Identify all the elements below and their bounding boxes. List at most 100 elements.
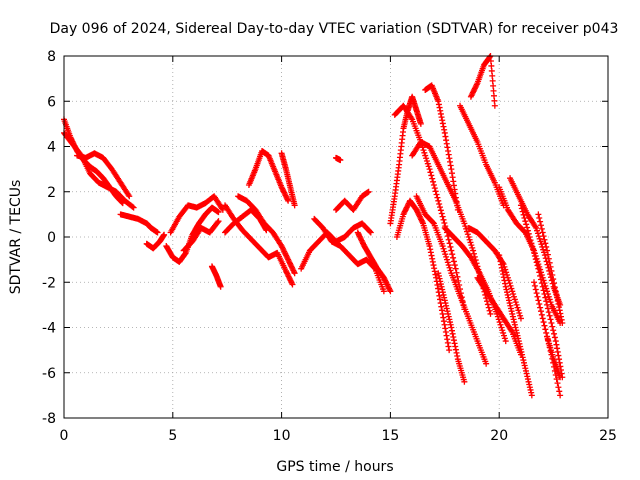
data-point xyxy=(447,267,454,274)
data-point xyxy=(503,269,510,276)
data-point xyxy=(501,277,508,284)
data-point xyxy=(555,384,562,391)
data-point xyxy=(440,314,447,321)
x-tick-label: 20 xyxy=(490,428,508,444)
data-point xyxy=(438,307,445,314)
y-tick-label: -8 xyxy=(42,411,56,427)
data-point xyxy=(452,194,459,201)
data-point xyxy=(555,300,562,307)
data-point xyxy=(443,137,450,144)
data-point xyxy=(445,343,452,350)
data-point xyxy=(437,207,444,214)
data-point xyxy=(531,282,538,289)
data-point xyxy=(451,340,458,347)
data-point xyxy=(452,346,459,353)
data-point xyxy=(447,162,454,169)
data-point xyxy=(538,280,545,287)
data-point xyxy=(547,299,554,306)
data-point xyxy=(518,205,525,212)
x-tick-label: 5 xyxy=(168,428,177,444)
data-point xyxy=(462,223,469,230)
data-point xyxy=(505,297,512,304)
data-point xyxy=(553,341,560,348)
data-point xyxy=(509,313,516,320)
data-point xyxy=(553,376,560,383)
data-point xyxy=(556,388,563,395)
data-series-track-24 xyxy=(413,193,490,367)
data-point xyxy=(504,291,511,298)
data-point xyxy=(425,163,432,170)
data-point xyxy=(450,258,457,265)
data-point xyxy=(430,262,437,269)
data-point xyxy=(452,343,459,350)
data-series-track-15 xyxy=(298,220,374,272)
data-point xyxy=(291,270,298,277)
data-point xyxy=(453,349,460,356)
data-point xyxy=(446,155,453,162)
data-point xyxy=(435,285,442,292)
data-point xyxy=(551,284,558,291)
data-point xyxy=(539,283,546,290)
data-point xyxy=(537,218,544,225)
data-series-track-35 xyxy=(517,202,566,381)
x-tick-label: 0 xyxy=(60,428,69,444)
data-point xyxy=(442,325,449,332)
data-point xyxy=(546,312,553,319)
data-point xyxy=(484,301,491,308)
data-point xyxy=(504,289,511,296)
data-point xyxy=(426,243,433,250)
data-point xyxy=(545,293,552,300)
y-axis-label: SDTVAR / TECUs xyxy=(8,180,24,295)
data-point xyxy=(525,378,532,385)
data-point xyxy=(217,283,224,290)
data-point xyxy=(537,238,544,245)
data-point xyxy=(437,281,444,288)
data-point xyxy=(517,315,524,322)
data-point xyxy=(531,279,538,286)
data-point xyxy=(452,265,459,272)
x-tick-label: 15 xyxy=(381,428,399,444)
data-point xyxy=(521,359,528,366)
data-point xyxy=(424,160,431,167)
data-point xyxy=(423,155,430,162)
data-point xyxy=(551,330,558,337)
data-point xyxy=(434,281,441,288)
data-point xyxy=(154,229,161,236)
data-point xyxy=(337,157,344,164)
data-point xyxy=(497,258,504,265)
data-point xyxy=(436,292,443,299)
data-point xyxy=(524,376,531,383)
data-point xyxy=(428,252,435,259)
data-point xyxy=(522,218,529,225)
data-point xyxy=(542,326,549,333)
data-point xyxy=(513,329,520,336)
data-point xyxy=(423,157,430,164)
data-point xyxy=(446,240,453,247)
data-point xyxy=(450,182,457,189)
data-point xyxy=(521,214,528,221)
data-point xyxy=(455,277,462,284)
grid-lines xyxy=(64,56,608,418)
data-point xyxy=(546,259,553,266)
data-point xyxy=(435,101,442,108)
data-point xyxy=(541,291,548,298)
y-tick-label: 4 xyxy=(47,140,56,156)
data-point xyxy=(451,186,458,193)
data-point xyxy=(552,338,559,345)
data-series-track-02 xyxy=(61,129,137,211)
data-point xyxy=(441,248,448,255)
data-point xyxy=(367,229,374,236)
data-point xyxy=(289,281,296,288)
data-point xyxy=(539,229,546,236)
data-point xyxy=(536,269,543,276)
data-point xyxy=(526,384,533,391)
data-point xyxy=(453,269,460,276)
data-point xyxy=(516,340,523,347)
data-point xyxy=(501,335,508,342)
data-point xyxy=(500,329,507,336)
x-tick-label: 10 xyxy=(273,428,291,444)
data-series-track-28 xyxy=(457,102,507,209)
data-point xyxy=(446,347,453,354)
data-point xyxy=(442,300,449,307)
data-point xyxy=(537,308,544,315)
